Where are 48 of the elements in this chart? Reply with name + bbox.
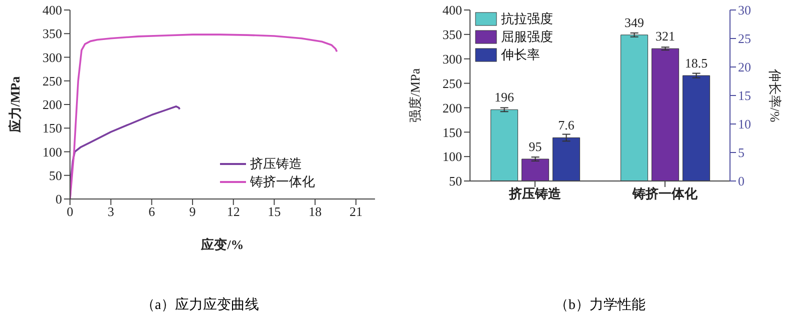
line-series — [70, 34, 338, 199]
x-tick-label: 15 — [268, 204, 281, 220]
data-label: 321 — [656, 28, 676, 44]
y-axis-title: 应力/MPa — [8, 76, 23, 134]
y-tick-label: 50 — [49, 168, 62, 183]
y-tick-label: 100 — [42, 144, 62, 160]
x-tick-label: 21 — [349, 204, 362, 220]
legend-label: 屈服强度 — [501, 28, 553, 46]
y2-axis-title: 伸长率/% — [767, 68, 782, 122]
x-tick-label: 0 — [66, 204, 74, 220]
y-tick-label: 200 — [442, 100, 462, 116]
data-label: 349 — [624, 14, 644, 30]
x-axis-title: 应变/% — [200, 237, 244, 252]
y2-tick-label: 30 — [738, 2, 751, 18]
y2-tick-label: 0 — [738, 174, 744, 189]
legend-label: 挤压铸造 — [250, 155, 302, 173]
legend-label: 伸长率 — [501, 46, 540, 64]
y-tick-label: 350 — [42, 26, 62, 42]
y2-tick-label: 15 — [738, 88, 751, 104]
legend-label: 抗拉强度 — [501, 10, 553, 28]
y2-tick-label: 10 — [738, 116, 751, 132]
y-tick-label: 50 — [449, 174, 462, 189]
y-tick-label: 350 — [442, 27, 462, 42]
data-label: 18.5 — [684, 56, 708, 71]
data-label: 95 — [528, 139, 542, 154]
text: （a）应力应变曲线 — [140, 296, 260, 314]
y-tick-label: 200 — [42, 97, 62, 112]
data-label: 7.6 — [558, 118, 575, 133]
y-axis-title: 强度/MPa — [408, 68, 423, 123]
x-tick-label: 3 — [108, 204, 114, 220]
y-tick-label: 150 — [42, 120, 62, 136]
y-tick-label: 400 — [442, 2, 462, 18]
x-tick-label: 6 — [148, 204, 156, 220]
y-tick-label: 400 — [42, 2, 62, 18]
y-tick-label: 150 — [442, 124, 462, 140]
y2-tick-label: 20 — [738, 60, 751, 75]
y-tick-label: 250 — [42, 73, 62, 88]
text: （b）力学性能 — [554, 296, 646, 314]
x-tick-label: 18 — [308, 204, 322, 220]
data-label: 196 — [494, 90, 515, 105]
y-tick-label: 300 — [442, 51, 462, 66]
y2-tick-label: 5 — [738, 145, 744, 160]
y-tick-label: 300 — [42, 50, 62, 65]
x-tick-label: 9 — [189, 204, 196, 220]
y-tick-label: 100 — [442, 149, 462, 164]
x-tick-label: 12 — [226, 204, 240, 220]
y2-tick-label: 25 — [738, 31, 751, 46]
y-tick-label: 250 — [442, 76, 462, 91]
